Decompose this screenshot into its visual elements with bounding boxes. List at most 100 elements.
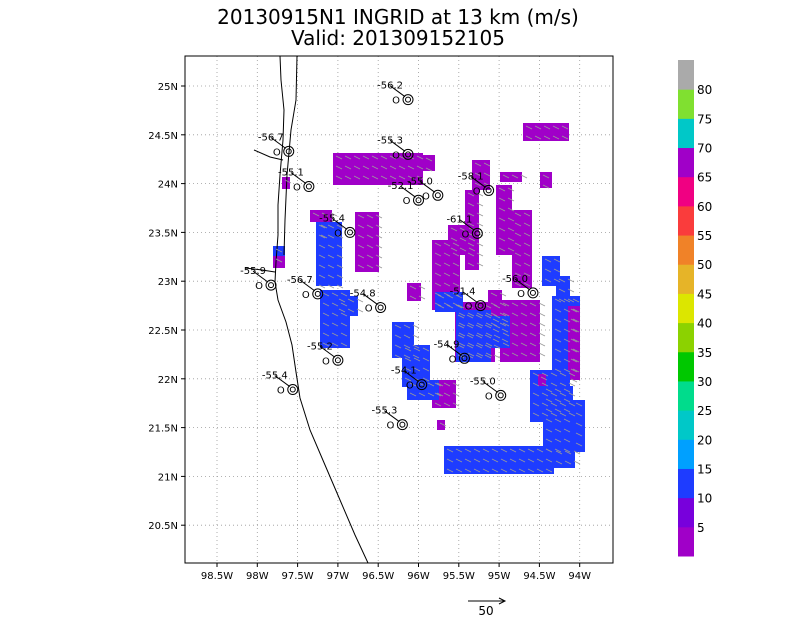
wind-vector bbox=[554, 438, 562, 443]
wind-vector bbox=[550, 382, 558, 387]
wind-barb bbox=[270, 136, 287, 149]
colorbar-swatch bbox=[678, 205, 694, 236]
wind-vector bbox=[563, 358, 571, 363]
wind-vector bbox=[457, 354, 465, 359]
wind-vector bbox=[434, 242, 442, 247]
wind-vector bbox=[514, 252, 522, 257]
wind-vector bbox=[498, 187, 506, 192]
wind-vector bbox=[499, 292, 507, 297]
colorbar-swatch bbox=[678, 468, 694, 499]
wind-vector bbox=[568, 382, 576, 387]
wind-barb bbox=[403, 370, 420, 383]
wind-vector bbox=[340, 342, 348, 347]
wind-vector bbox=[502, 302, 510, 307]
station-temperature: -55.4 bbox=[319, 213, 345, 224]
wind-vector bbox=[570, 378, 578, 383]
station-temperature: -56.7 bbox=[258, 132, 284, 143]
station-temperature: -61.1 bbox=[446, 214, 472, 225]
wind-vector bbox=[418, 295, 426, 300]
wind-vector bbox=[572, 298, 580, 303]
wind-vector bbox=[554, 358, 562, 363]
wind-vector bbox=[532, 392, 540, 397]
wind-cell bbox=[490, 316, 510, 348]
wind-vector bbox=[523, 272, 531, 277]
lat-tick-label: 21.5N bbox=[148, 424, 178, 435]
colorbar-swatch bbox=[678, 380, 694, 411]
wind-vector bbox=[563, 348, 571, 353]
wind-vector bbox=[523, 242, 531, 247]
colorbar-swatch bbox=[678, 293, 694, 324]
map-title-line1: 20130915N1 INGRID at 13 km (m/s) bbox=[217, 5, 579, 29]
wind-vector bbox=[443, 262, 451, 267]
wind-vector bbox=[409, 392, 417, 397]
wind-vector bbox=[543, 125, 551, 130]
station-dewpoint-marker: O bbox=[406, 381, 414, 392]
colorbar-swatch bbox=[678, 60, 694, 90]
station-dewpoint-marker: O bbox=[465, 302, 473, 313]
station-plots: -56.2O-56.7O-55.3O-55.1O-55.0O-52.1O-58.… bbox=[240, 81, 539, 432]
colorbar-label: 70 bbox=[697, 142, 712, 156]
wind-vector bbox=[357, 264, 365, 269]
wind-vector bbox=[570, 348, 578, 353]
wind-vector bbox=[450, 227, 458, 232]
wind-vector bbox=[520, 352, 528, 357]
wind-vector bbox=[536, 448, 544, 453]
colorbar-label: 5 bbox=[697, 521, 705, 535]
wind-barb bbox=[514, 278, 531, 291]
wind-vector bbox=[493, 314, 501, 319]
station: -55.0 O bbox=[407, 176, 444, 202]
wind-vector bbox=[558, 298, 566, 303]
wind-vector bbox=[412, 324, 420, 329]
wind-vector bbox=[563, 418, 571, 423]
wind-vector bbox=[336, 234, 344, 239]
wind-vector bbox=[366, 234, 374, 239]
wind-vector bbox=[425, 157, 433, 162]
station: -54.8 O bbox=[350, 289, 387, 315]
wind-vector bbox=[458, 312, 466, 317]
wind-cell bbox=[472, 160, 490, 190]
wind-vector bbox=[452, 242, 460, 247]
station-center-icon bbox=[529, 289, 536, 296]
wind-vector bbox=[529, 352, 537, 357]
station: -55.9 O bbox=[240, 266, 277, 292]
wind-vector bbox=[474, 182, 482, 187]
wind-vector bbox=[398, 165, 406, 170]
wind-vector bbox=[509, 468, 517, 473]
wind-vector bbox=[380, 175, 388, 180]
wind-vector bbox=[573, 450, 581, 455]
wind-vector bbox=[552, 135, 560, 140]
station: -55.4 O bbox=[319, 213, 356, 239]
colorbar-label: 20 bbox=[697, 433, 712, 447]
station-center-icon bbox=[485, 187, 492, 194]
station-ring-icon bbox=[416, 379, 428, 391]
wind-vector bbox=[275, 248, 283, 253]
wind-vector bbox=[434, 252, 442, 257]
station-center-icon bbox=[461, 355, 468, 362]
wind-vector bbox=[458, 332, 466, 337]
wind-vector bbox=[327, 244, 335, 249]
wind-vector bbox=[498, 207, 506, 212]
wind-vector bbox=[394, 354, 402, 359]
colorbar-label: 15 bbox=[697, 462, 712, 476]
wind-vector bbox=[509, 448, 517, 453]
colorbar-label: 45 bbox=[697, 287, 712, 301]
station-center-icon bbox=[474, 230, 481, 237]
wind-vector bbox=[491, 448, 499, 453]
wind-vector bbox=[468, 247, 476, 252]
wind-vector bbox=[514, 222, 522, 227]
colorbar-label: 55 bbox=[697, 229, 712, 243]
wind-vector bbox=[554, 398, 562, 403]
wind-vector bbox=[554, 408, 562, 413]
wind-vector bbox=[563, 438, 571, 443]
wind-vector bbox=[439, 422, 447, 427]
wind-vector bbox=[492, 318, 500, 323]
wind-vector bbox=[501, 328, 509, 333]
wind-vector bbox=[563, 448, 571, 453]
wind-cell bbox=[512, 210, 532, 288]
wind-vector bbox=[327, 234, 335, 239]
wind-vector bbox=[418, 392, 426, 397]
lat-tick-label: 25N bbox=[158, 82, 178, 93]
lat-tick-label: 23N bbox=[158, 277, 178, 288]
wind-vector bbox=[322, 292, 330, 297]
wind-vector bbox=[492, 328, 500, 333]
